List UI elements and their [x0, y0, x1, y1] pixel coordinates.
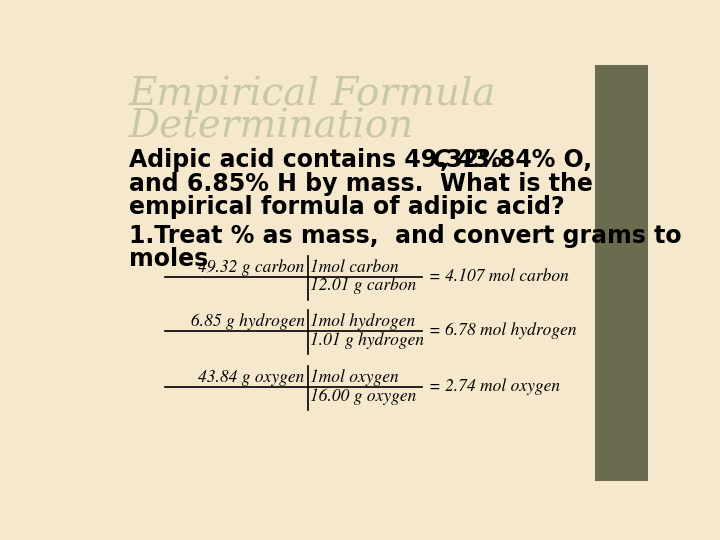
Text: Adipic acid contains 49.32%: Adipic acid contains 49.32% [129, 148, 511, 172]
Text: , 43.84% O,: , 43.84% O, [441, 148, 593, 172]
Text: = 6.78 mol hydrogen: = 6.78 mol hydrogen [429, 322, 577, 339]
Text: 1.01 g hydrogen: 1.01 g hydrogen [310, 332, 425, 348]
Text: 43.84 g oxygen: 43.84 g oxygen [199, 369, 305, 386]
Text: = 4.107 mol carbon: = 4.107 mol carbon [429, 268, 569, 285]
Text: 1mol carbon: 1mol carbon [310, 259, 399, 276]
Text: 49.32 g carbon: 49.32 g carbon [199, 259, 305, 276]
FancyBboxPatch shape [595, 65, 648, 481]
Text: 1mol oxygen: 1mol oxygen [310, 369, 399, 386]
Text: = 2.74 mol oxygen: = 2.74 mol oxygen [429, 379, 560, 395]
Text: 6.85 g hydrogen: 6.85 g hydrogen [191, 313, 305, 330]
Text: 1mol hydrogen: 1mol hydrogen [310, 313, 415, 330]
Text: Determination: Determination [129, 109, 414, 145]
Text: moles: moles [129, 247, 208, 271]
Text: 12.01 g carbon: 12.01 g carbon [310, 278, 417, 294]
Text: 16.00 g oxygen: 16.00 g oxygen [310, 388, 417, 404]
Text: and 6.85% H by mass.  What is the: and 6.85% H by mass. What is the [129, 172, 593, 195]
Text: C: C [433, 148, 450, 172]
Text: Empirical Formula: Empirical Formula [129, 75, 496, 113]
Text: 1.Treat % as mass,  and convert grams to: 1.Treat % as mass, and convert grams to [129, 224, 682, 248]
Text: empirical formula of adipic acid?: empirical formula of adipic acid? [129, 195, 564, 219]
